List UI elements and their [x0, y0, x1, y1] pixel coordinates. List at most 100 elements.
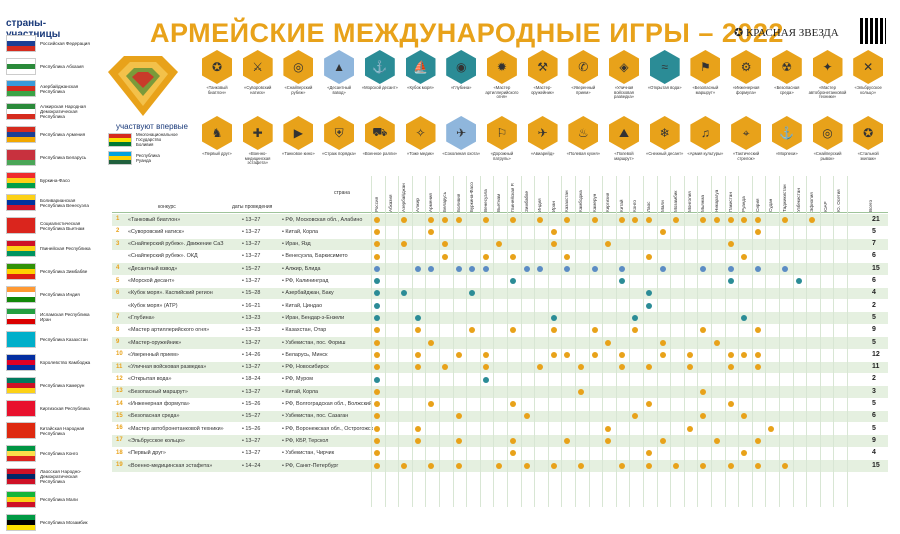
participation-dot — [401, 241, 408, 248]
participation-dot — [550, 327, 557, 334]
country-item: Республика Камерун — [6, 374, 100, 397]
row-dates: • 14–26 — [242, 351, 261, 358]
participation-dot — [673, 216, 680, 223]
participation-dot — [374, 413, 380, 420]
row-competition: «Кубок моря» (АТР) — [128, 302, 178, 309]
competition-caption: «Первый друг» — [202, 151, 232, 156]
bottom-competition-item: ⛰ «Полевой маршрут» — [605, 116, 643, 161]
bottom-competition-item: ✧ «Тоже медик» — [402, 116, 440, 157]
participation-dot — [659, 265, 666, 272]
participation-dot — [537, 364, 544, 371]
competition-caption: «Тоже медик» — [406, 151, 435, 156]
row-location: • Иран, Бендар-э-Ензели — [282, 314, 345, 321]
column-divider — [819, 176, 821, 507]
flag-icon — [6, 285, 36, 303]
participation-dot — [754, 216, 761, 223]
row-total: 2 — [872, 301, 876, 309]
participation-dot — [482, 216, 489, 223]
competition-caption: «Тактический стрелок» — [732, 151, 760, 161]
row-total: 4 — [872, 289, 876, 297]
table-header: конкурс даты проведения страна Россия Абх… — [112, 176, 888, 213]
competition-emblem-icon: ✈ — [527, 116, 558, 150]
flag-icon — [108, 151, 132, 165]
competition-caption: «Суворовский натиск» — [243, 85, 272, 95]
row-total: 15 — [872, 264, 880, 272]
participation-dot — [428, 339, 435, 346]
participation-dot — [659, 228, 666, 235]
row-location: • РФ, Волгоградская обл., Волжский — [282, 401, 372, 407]
top-competition-item: ▲ «Десантный взвод» — [320, 50, 358, 95]
participation-dot — [591, 327, 598, 334]
newspaper-name: КРАСНАЯ ЗВЕЗДА — [745, 27, 839, 39]
flag-icon — [6, 148, 36, 166]
participation-dot — [646, 302, 652, 309]
row-dates: • 13–27 — [242, 241, 261, 248]
row-total: 6 — [872, 277, 876, 284]
row-location: • Узбекистан, пос. Сазаган — [282, 413, 349, 420]
flag-icon — [6, 103, 36, 121]
country-item: Киргизская Республика — [6, 397, 100, 420]
participation-dot — [414, 438, 421, 445]
top-competition-item: ⚒ «Мастер-оружейник» — [524, 50, 562, 95]
participation-dot — [700, 265, 707, 272]
participation-dot — [496, 241, 503, 248]
row-dates: • 13–27 — [242, 450, 261, 457]
participation-dot — [374, 241, 380, 248]
country-name: Республика Мозамбик — [40, 519, 88, 525]
participation-dot — [727, 216, 734, 223]
participation-dot — [741, 450, 748, 457]
row-location: • Азербайджан, Баку — [282, 290, 334, 297]
participation-dot — [550, 351, 557, 358]
top-competition-item: ⚔ «Суворовский натиск» — [239, 50, 277, 95]
bottom-competition-item: ✈ «Авиарейд» — [524, 116, 562, 157]
top-competition-item: ☢ «Безопасная среда» — [768, 50, 806, 95]
participation-dot — [741, 315, 748, 322]
participation-dot — [741, 253, 748, 260]
flag-icon — [6, 171, 36, 189]
row-number: 8 — [116, 326, 120, 333]
row-total: 2 — [872, 375, 876, 383]
country-name: Алжирская Народная Демократическая Респу… — [40, 104, 86, 120]
competition-emblem-icon: ⚔ — [242, 50, 273, 84]
bottom-competition-item: ♨ «Полевая кухня» — [564, 116, 602, 157]
participation-dot — [564, 438, 571, 445]
flag-icon — [6, 354, 36, 372]
table-row: 8 «Мастер артиллерийского огня» • 13–23 • К… — [112, 325, 888, 337]
table-row: 6 «Кубок моря». Каспийский регион • 15–28 •… — [112, 287, 888, 300]
participation-dot — [605, 339, 612, 346]
table-row: 2 «Суворовский натиск» • 13–27 • Китай, Кор… — [112, 226, 888, 238]
bottom-competition-item: ♫ «Армия культуры» — [686, 116, 724, 157]
participation-dot — [523, 265, 530, 272]
column-divider — [371, 176, 372, 507]
competitions-table: конкурс даты проведения страна Россия Абх… — [112, 176, 888, 507]
country-name: Республика Казахстан — [40, 337, 88, 343]
column-divider — [384, 176, 386, 507]
table-row: 14 «Инженерная формула» • 15–26 • РФ, Волго… — [112, 399, 888, 411]
sidebar-title: страны-участницы — [6, 18, 61, 40]
participation-dot — [578, 388, 584, 395]
competition-emblem-icon: ⛰ — [609, 116, 639, 150]
competition-emblem-icon: ☢ — [771, 50, 802, 84]
participation-dot — [618, 462, 625, 469]
participation-dot — [414, 364, 421, 371]
row-total: 7 — [872, 240, 876, 248]
participation-dot — [442, 253, 448, 260]
bottom-competition-item: ▶ «Танковое кино» — [279, 116, 317, 157]
competition-caption: «Полевая кухня» — [566, 151, 600, 156]
participation-dot — [374, 216, 380, 223]
row-location: • Китай, Циндао — [282, 302, 323, 309]
row-location: • РФ, Новосибирск — [282, 364, 329, 371]
competition-caption: «Снайперский рубеж» — [284, 85, 313, 95]
row-number: 14 — [116, 400, 123, 407]
flag-icon — [6, 308, 36, 326]
participation-dot — [646, 290, 652, 297]
participation-dot — [754, 364, 761, 371]
row-competition: «Танковый биатлон» — [128, 216, 181, 223]
new-country-item: Республика Руанда — [108, 151, 168, 165]
flag-icon — [6, 80, 36, 98]
top-competition-item: ✹ «Мастер артиллерийского огня» — [483, 50, 521, 100]
participation-dot — [510, 327, 516, 334]
participation-dot — [782, 265, 788, 272]
row-competition: «Кубок моря». Каспийский регион — [128, 290, 213, 297]
country-name: Республика Беларусь — [40, 154, 87, 160]
